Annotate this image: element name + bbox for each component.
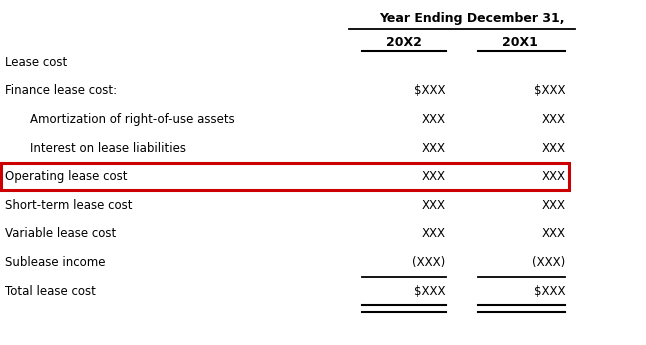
Text: XXX: XXX — [541, 141, 565, 155]
Text: Operating lease cost: Operating lease cost — [5, 170, 128, 183]
Text: 20X1: 20X1 — [502, 36, 538, 49]
Text: $XXX: $XXX — [414, 84, 446, 97]
Text: Finance lease cost:: Finance lease cost: — [5, 84, 118, 97]
Text: 20X2: 20X2 — [386, 36, 422, 49]
Text: XXX: XXX — [541, 113, 565, 126]
Text: $XXX: $XXX — [534, 285, 565, 298]
Text: (XXX): (XXX) — [413, 256, 446, 269]
Text: Lease cost: Lease cost — [5, 56, 67, 69]
Text: Amortization of right-of-use assets: Amortization of right-of-use assets — [30, 113, 234, 126]
Text: XXX: XXX — [541, 170, 565, 183]
Text: $XXX: $XXX — [414, 285, 446, 298]
Text: XXX: XXX — [422, 199, 446, 212]
Text: Short-term lease cost: Short-term lease cost — [5, 199, 132, 212]
Text: (XXX): (XXX) — [532, 256, 565, 269]
Text: XXX: XXX — [541, 199, 565, 212]
Text: Total lease cost: Total lease cost — [5, 285, 96, 298]
Text: Sublease income: Sublease income — [5, 256, 106, 269]
Text: XXX: XXX — [422, 141, 446, 155]
Text: Interest on lease liabilities: Interest on lease liabilities — [30, 141, 185, 155]
Text: XXX: XXX — [541, 227, 565, 240]
Bar — [1, 163, 569, 190]
Text: Variable lease cost: Variable lease cost — [5, 227, 116, 240]
Text: XXX: XXX — [422, 113, 446, 126]
Text: XXX: XXX — [422, 170, 446, 183]
Text: XXX: XXX — [422, 227, 446, 240]
Text: $XXX: $XXX — [534, 84, 565, 97]
Text: Year Ending December 31,: Year Ending December 31, — [379, 12, 565, 25]
